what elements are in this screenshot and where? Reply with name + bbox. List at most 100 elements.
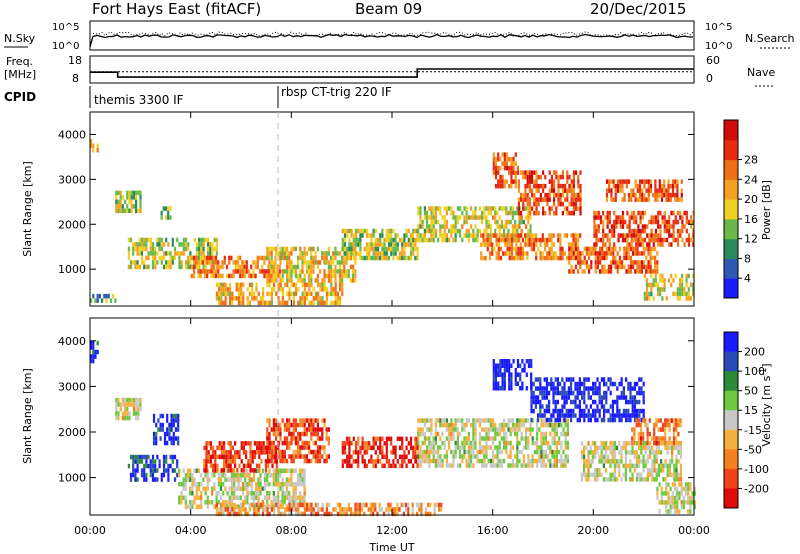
heatmap-cell bbox=[679, 468, 682, 473]
heatmap-cell bbox=[220, 468, 223, 473]
heatmap-cell bbox=[336, 300, 339, 306]
heatmap-cell bbox=[496, 454, 499, 459]
heatmap-cell bbox=[685, 278, 688, 283]
heatmap-cell bbox=[500, 436, 503, 441]
heatmap-cell bbox=[487, 418, 490, 423]
heatmap-cell bbox=[421, 449, 424, 455]
heatmap-cell bbox=[352, 255, 355, 261]
heatmap-cell bbox=[543, 242, 547, 247]
heatmap-cell bbox=[249, 454, 252, 460]
heatmap-cell bbox=[343, 264, 346, 270]
heatmap-cell bbox=[352, 450, 355, 455]
heatmap-cell bbox=[200, 491, 203, 496]
heatmap-cell bbox=[610, 251, 613, 256]
heatmap-cell bbox=[679, 450, 682, 455]
heatmap-cell bbox=[235, 495, 238, 500]
heatmap-cell bbox=[555, 458, 558, 464]
heatmap-cell bbox=[461, 224, 464, 229]
heatmap-cell bbox=[539, 408, 542, 414]
heatmap-cell bbox=[516, 422, 519, 428]
heatmap-cell bbox=[593, 242, 596, 247]
heatmap-cell bbox=[354, 511, 357, 517]
heatmap-cell bbox=[508, 242, 511, 247]
heatmap-cell bbox=[441, 463, 444, 468]
heatmap-cell bbox=[369, 502, 372, 508]
heatmap-cell bbox=[270, 291, 273, 297]
heatmap-cell bbox=[488, 237, 492, 243]
heatmap-cell bbox=[607, 408, 610, 414]
heatmap-cell bbox=[279, 278, 282, 283]
heatmap-cell bbox=[465, 206, 468, 211]
heatmap-cell bbox=[572, 179, 575, 184]
heatmap-cell bbox=[515, 255, 518, 261]
heatmap-cell bbox=[673, 468, 676, 473]
heatmap-cell bbox=[590, 246, 593, 252]
heatmap-cell bbox=[448, 440, 451, 446]
heatmap-cell bbox=[494, 381, 498, 386]
heatmap-cell bbox=[555, 445, 558, 450]
heatmap-cell bbox=[454, 237, 457, 243]
heatmap-cell bbox=[145, 463, 148, 469]
heatmap-cell bbox=[465, 418, 468, 423]
heatmap-cell bbox=[502, 237, 505, 243]
heatmap-cell bbox=[548, 251, 551, 256]
heatmap-cell bbox=[348, 463, 351, 469]
heatmap-cell bbox=[685, 282, 688, 288]
heatmap-cell bbox=[145, 264, 148, 270]
heatmap-cell bbox=[656, 291, 660, 297]
heatmap-cell bbox=[427, 511, 430, 517]
heatmap-cell bbox=[257, 491, 260, 496]
heatmap-cell bbox=[675, 427, 678, 432]
heatmap-cell bbox=[115, 204, 118, 209]
heatmap-cell bbox=[500, 458, 503, 464]
heatmap-cell bbox=[285, 482, 289, 487]
heatmap-cell bbox=[511, 228, 514, 234]
heatmap-cell bbox=[568, 201, 571, 207]
heatmap-cell bbox=[303, 291, 306, 297]
heatmap-cell bbox=[463, 449, 466, 455]
heatmap-cell bbox=[613, 233, 616, 238]
heatmap-cell bbox=[308, 458, 311, 464]
heatmap-cell bbox=[129, 477, 133, 482]
heatmap-cell bbox=[385, 441, 388, 446]
heatmap-cell bbox=[443, 422, 446, 428]
heatmap-cell bbox=[651, 459, 654, 464]
heatmap-cell bbox=[626, 242, 629, 247]
heatmap-cell bbox=[259, 477, 262, 482]
heatmap-cell bbox=[508, 170, 511, 175]
heatmap-cell bbox=[249, 463, 252, 469]
heatmap-cell bbox=[443, 237, 446, 243]
heatmap-cell bbox=[547, 445, 550, 450]
heatmap-cell bbox=[231, 454, 234, 460]
heatmap-cell bbox=[327, 440, 330, 446]
heatmap-cell bbox=[279, 436, 282, 441]
heatmap-cell bbox=[372, 242, 375, 247]
heatmap-cell bbox=[430, 206, 433, 211]
heatmap-cell bbox=[226, 491, 229, 496]
heatmap-cell bbox=[496, 219, 499, 225]
heatmap-cell bbox=[343, 445, 347, 451]
heatmap-cell bbox=[229, 287, 232, 292]
heatmap-cell bbox=[256, 445, 259, 451]
heatmap-cell bbox=[520, 210, 523, 216]
heatmap-cell bbox=[633, 395, 636, 400]
heatmap-cell bbox=[517, 233, 520, 238]
heatmap-cell bbox=[641, 192, 644, 198]
heatmap-cell bbox=[568, 183, 571, 189]
heatmap-cell bbox=[226, 507, 229, 512]
heatmap-cell bbox=[268, 418, 271, 423]
heatmap-cell bbox=[432, 436, 435, 441]
heatmap-cell bbox=[530, 377, 533, 382]
heatmap-cell bbox=[332, 255, 335, 261]
heatmap-cell bbox=[483, 463, 486, 468]
heatmap-cell bbox=[600, 399, 603, 405]
heatmap-cell bbox=[268, 246, 271, 252]
heatmap-cell bbox=[288, 445, 291, 450]
heatmap-cell bbox=[252, 491, 256, 496]
heatmap-cell bbox=[363, 459, 366, 464]
heatmap-cell bbox=[164, 215, 168, 220]
heatmap-cell bbox=[604, 242, 607, 247]
heatmap-cell bbox=[195, 251, 199, 256]
heatmap-cell bbox=[592, 381, 595, 387]
heatmap-cell bbox=[299, 482, 302, 487]
